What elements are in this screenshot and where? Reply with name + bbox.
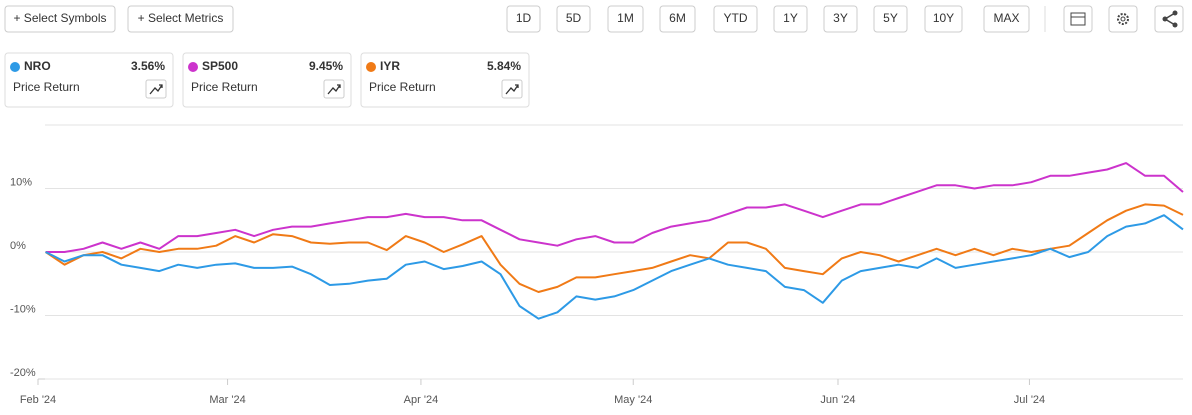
icon <box>1120 16 1126 22</box>
range-button-label[interactable]: MAX <box>993 11 1019 25</box>
trend-icon <box>327 84 341 95</box>
range-button-label[interactable]: 1M <box>617 11 634 25</box>
range-button[interactable] <box>823 5 858 33</box>
icon-button[interactable] <box>1063 5 1093 33</box>
toolbar-button-label[interactable]: + Select Symbols <box>13 11 106 25</box>
y-tick-label: 0% <box>10 240 26 252</box>
series-line <box>45 162 1184 253</box>
toolbar-button-label[interactable]: + Select Metrics <box>138 11 224 25</box>
range-button[interactable] <box>506 5 541 33</box>
range-button[interactable] <box>983 5 1030 33</box>
y-tick-label: 10% <box>10 176 32 188</box>
range-button[interactable] <box>659 5 696 33</box>
legend-name: IYR <box>380 59 400 73</box>
range-button-label[interactable]: 3Y <box>833 11 848 25</box>
trend-icon <box>149 84 163 95</box>
range-button[interactable] <box>713 5 758 33</box>
x-tick-label: Jun '24 <box>820 394 855 406</box>
range-button-label[interactable]: 6M <box>669 11 686 25</box>
range-button-label[interactable]: 5Y <box>883 11 898 25</box>
range-button-label[interactable]: 1Y <box>783 11 798 25</box>
icon-button[interactable] <box>1108 5 1138 33</box>
x-tick-label: Apr '24 <box>404 394 439 406</box>
range-button-label[interactable]: 1D <box>516 11 532 25</box>
x-tick-label: Jul '24 <box>1014 394 1045 406</box>
legend-dot <box>188 62 198 72</box>
share-icon[interactable] <box>1154 5 1184 33</box>
icon <box>1162 16 1168 22</box>
legend-name: SP500 <box>202 59 238 73</box>
range-button-label[interactable]: 10Y <box>933 11 954 25</box>
legend-card <box>182 52 352 108</box>
series-line <box>45 203 1184 293</box>
x-tick-label: Mar '24 <box>209 394 245 406</box>
trend-icon <box>505 84 519 95</box>
x-tick-label: Feb '24 <box>20 394 56 406</box>
y-tick-label: -20% <box>10 367 36 379</box>
range-button[interactable] <box>773 5 808 33</box>
legend-change: 3.56% <box>131 59 165 73</box>
range-button[interactable] <box>607 5 644 33</box>
series-line <box>45 214 1184 320</box>
legend-change: 5.84% <box>487 59 521 73</box>
calendar-icon[interactable] <box>1063 5 1093 33</box>
y-tick-label: -10% <box>10 303 36 315</box>
toolbar-button[interactable] <box>127 5 234 33</box>
legend-dot <box>10 62 20 72</box>
legend-card <box>360 52 530 108</box>
icon <box>1070 12 1086 26</box>
icon-button[interactable] <box>1154 5 1184 33</box>
range-button[interactable] <box>556 5 591 33</box>
x-tick-label: May '24 <box>614 394 652 406</box>
legend-card <box>4 52 174 108</box>
icon <box>1117 13 1129 25</box>
toolbar-button[interactable] <box>4 5 116 33</box>
legend-subtitle: Price Return <box>13 80 80 94</box>
legend-dot <box>366 62 376 72</box>
range-button[interactable] <box>924 5 963 33</box>
legend-subtitle: Price Return <box>369 80 436 94</box>
icon <box>1172 22 1178 28</box>
legend-name: NRO <box>24 59 51 73</box>
range-button[interactable] <box>873 5 908 33</box>
range-button-label[interactable]: 5D <box>566 11 582 25</box>
legend-change: 9.45% <box>309 59 343 73</box>
settings-icon[interactable] <box>1108 5 1138 33</box>
legend-subtitle: Price Return <box>191 80 258 94</box>
icon <box>1172 10 1178 16</box>
range-button-label[interactable]: YTD <box>724 11 748 25</box>
